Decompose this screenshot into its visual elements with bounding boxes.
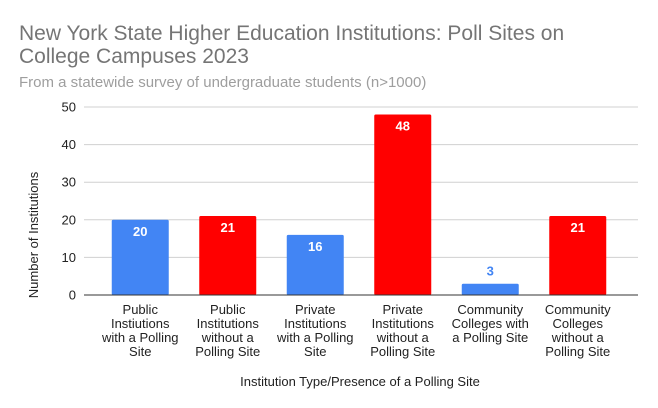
y-tick-label: 20 [62, 212, 76, 227]
data-label: 48 [396, 119, 410, 134]
chart-title-line-2: College Campuses 2023 [19, 45, 249, 68]
data-label: 21 [221, 220, 235, 235]
bar [374, 114, 432, 296]
x-tick-label: a Polling Site [452, 330, 528, 345]
y-tick-label: 0 [69, 288, 76, 303]
chart-title-line-1: New York State Higher Education Institut… [19, 22, 564, 45]
x-axis-label: Institution Type/Presence of a Polling S… [240, 374, 480, 389]
x-tick-label: Community [545, 302, 611, 317]
x-tick-label: without a [201, 330, 255, 345]
x-tick-label: Institutions [197, 316, 260, 331]
x-tick-label: with a Polling [101, 330, 179, 345]
x-tick-label: Colleges [552, 316, 603, 331]
x-tick-label: with a Polling [276, 330, 354, 345]
y-tick-label: 50 [62, 100, 76, 115]
x-tick-label: Polling Site [195, 344, 260, 359]
bar [199, 216, 257, 295]
data-label: 20 [133, 224, 147, 239]
x-tick-label: Private [383, 302, 423, 317]
data-label: 16 [308, 239, 322, 254]
data-label: 3 [487, 264, 494, 279]
x-tick-label: Polling Site [545, 344, 610, 359]
bar [549, 216, 607, 295]
x-tick-label: Public [210, 302, 246, 317]
chart-subtitle: From a statewide survey of undergraduate… [19, 74, 426, 91]
x-tick-label: Site [304, 344, 326, 359]
x-tick-label: without a [376, 330, 430, 345]
x-tick-label: Institutions [284, 316, 347, 331]
x-tick-label: Colleges with [452, 316, 529, 331]
x-tick-label: Polling Site [370, 344, 435, 359]
x-tick-label: Private [295, 302, 335, 317]
x-tick-label: Site [129, 344, 151, 359]
x-tick-label: Instiutions [111, 316, 170, 331]
y-tick-label: 10 [62, 250, 76, 265]
x-tick-label: without a [551, 330, 605, 345]
data-label: 21 [571, 220, 585, 235]
bar [461, 283, 519, 295]
x-tick-label: Community [457, 302, 523, 317]
y-axis-label: Number of Institutions [26, 171, 41, 298]
y-tick-label: 30 [62, 175, 76, 190]
bar [286, 234, 344, 295]
y-tick-label: 40 [62, 137, 76, 152]
x-tick-label: Institutions [372, 316, 435, 331]
bar [111, 219, 169, 295]
x-tick-label: Public [123, 302, 159, 317]
